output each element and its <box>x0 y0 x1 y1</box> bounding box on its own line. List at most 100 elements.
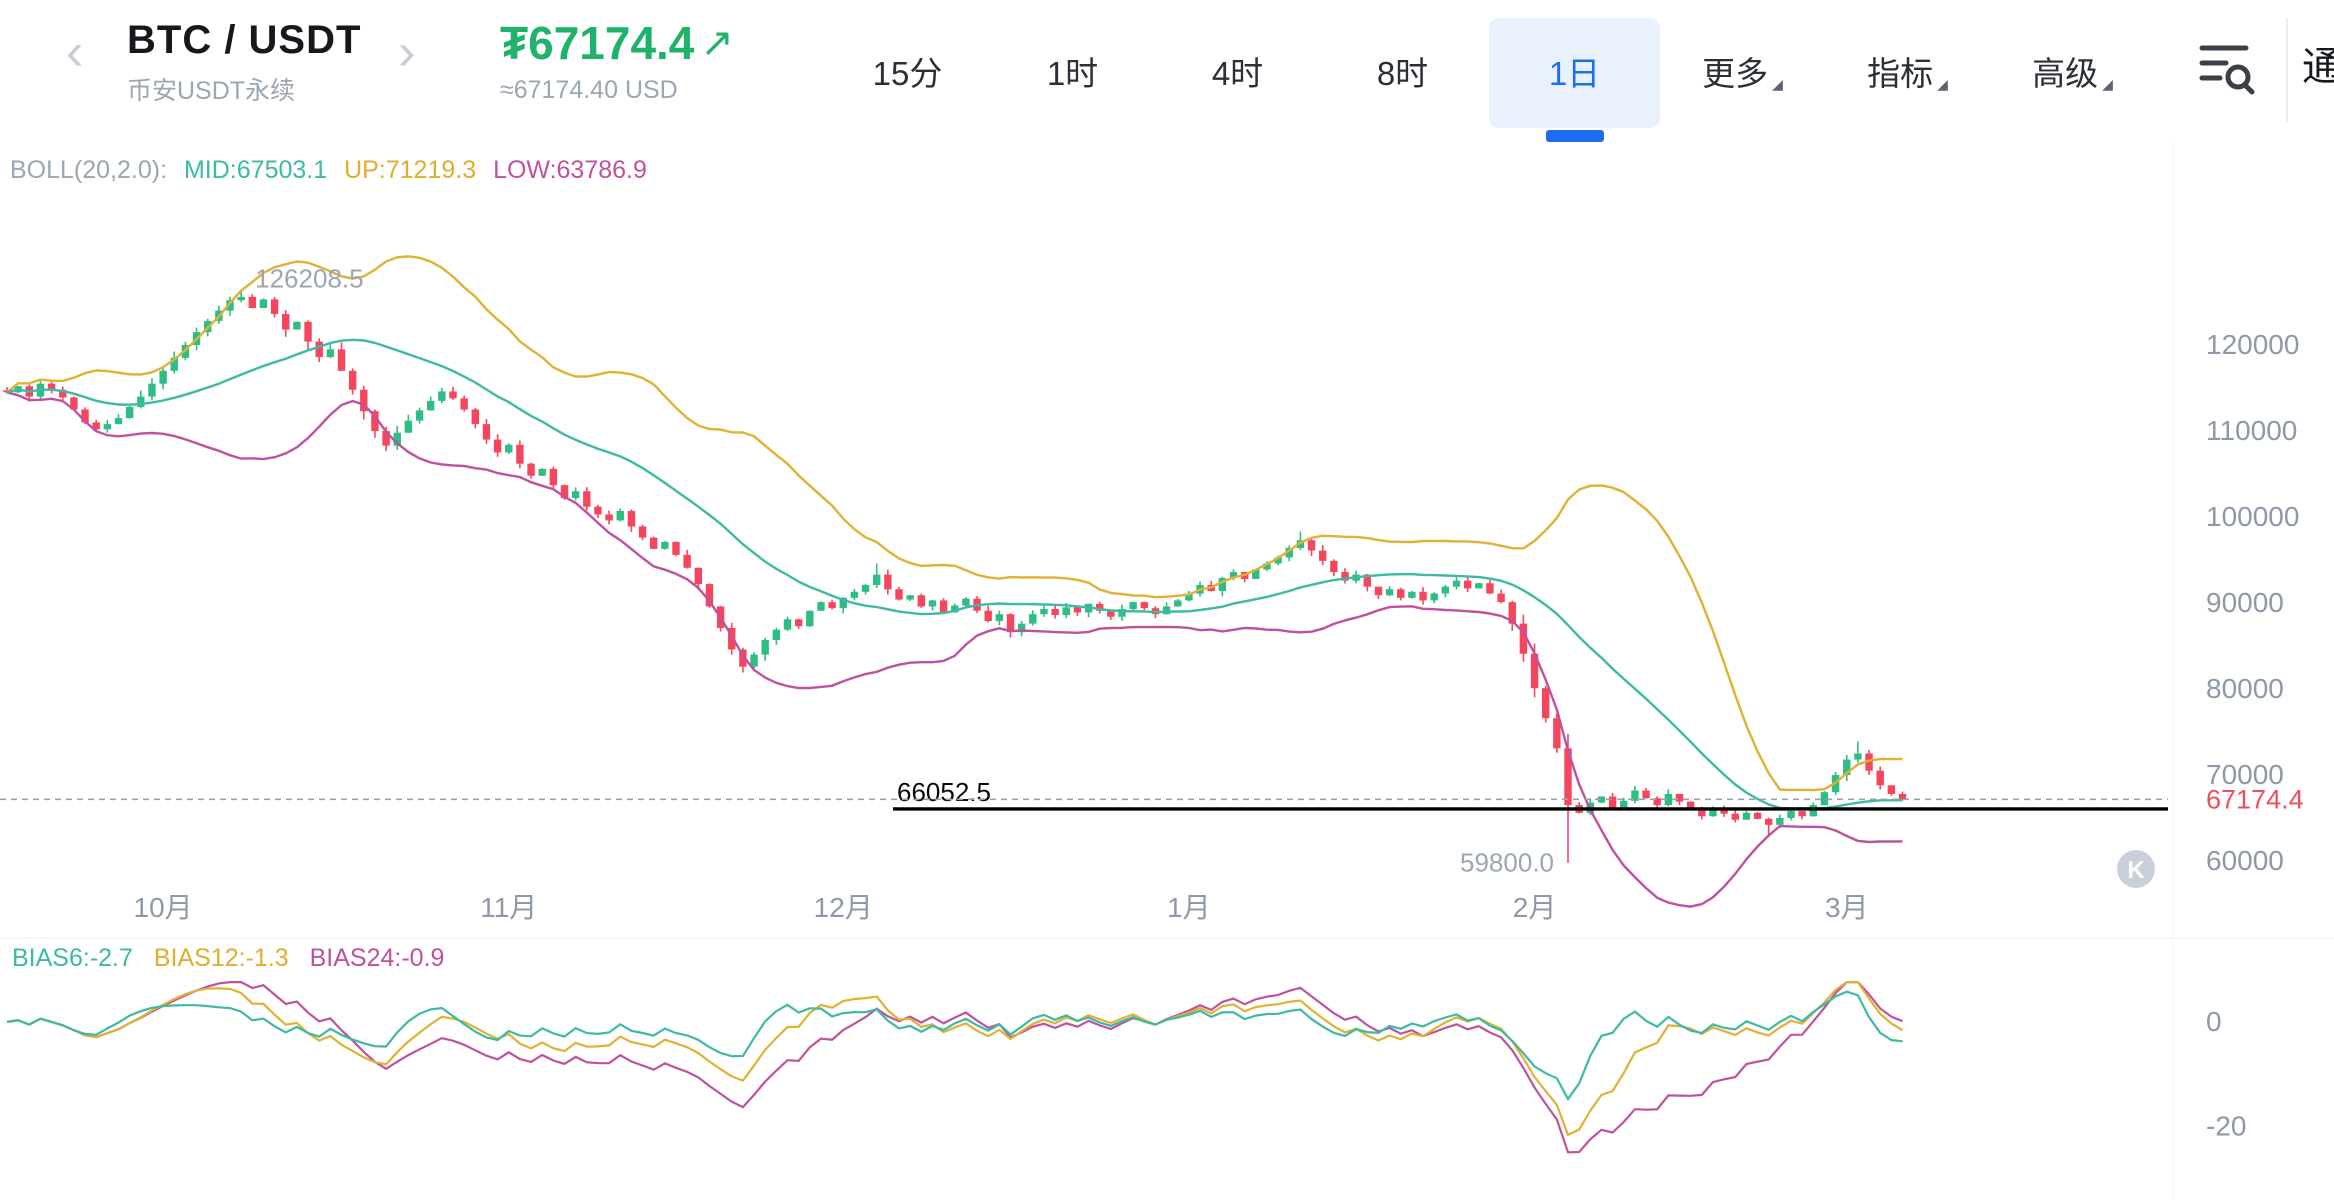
time-axis-label: 1月 <box>1167 892 1211 920</box>
price-up-arrow-icon: ↗ <box>700 21 734 65</box>
bias-axis-label: 0 <box>2206 1006 2222 1037</box>
candle-body <box>1675 793 1684 802</box>
candle-body <box>560 485 569 499</box>
boll-legend: BOLL(20,2.0): MID:67503.1 UP:71219.3 LOW… <box>10 156 657 185</box>
boll-lower-line <box>6 391 1903 908</box>
candle-body <box>761 639 769 655</box>
candle-body <box>1129 602 1137 610</box>
candle-body <box>951 605 959 613</box>
candle-body <box>1865 753 1873 771</box>
candle-body <box>694 567 702 585</box>
k-watermark-icon: K <box>2117 850 2155 888</box>
candle-body <box>1742 812 1751 820</box>
candle-body <box>1397 589 1405 598</box>
candle-body <box>705 584 714 607</box>
candle-body <box>549 468 558 486</box>
price-axis-label: 110000 <box>2206 415 2297 446</box>
candle-body <box>672 541 680 555</box>
menu-caret-icon: ◢ <box>2102 75 2113 92</box>
tab-label: 高级 <box>2032 55 2099 92</box>
chevron-right-icon[interactable]: › <box>398 23 416 81</box>
candle-body <box>1062 607 1070 616</box>
candle-body <box>360 389 368 412</box>
tab-label: 1时 <box>1046 55 1099 92</box>
menu-advanced[interactable]: 高级 ◢ <box>2010 0 2135 142</box>
candle-body <box>1564 748 1572 806</box>
candle-body <box>895 589 903 600</box>
symbol-title: BTC / USDT <box>127 18 362 62</box>
candle-body <box>739 649 747 667</box>
indicator-settings-icon[interactable] <box>2196 36 2256 96</box>
price-approx: ≈67174.40 USD <box>500 76 678 104</box>
candle-body <box>326 349 335 358</box>
candle-body <box>348 370 357 390</box>
candle-body <box>1698 809 1706 817</box>
candle-body <box>1218 578 1227 591</box>
tab-1h[interactable]: 1时 <box>1010 0 1135 142</box>
tab-1d[interactable]: 1日 <box>1489 0 1660 142</box>
candle-body <box>114 418 123 425</box>
price-axis-label: 80000 <box>2206 673 2284 704</box>
bias-legend: BIAS6:-2.7 BIAS12:-1.3 BIAS24:-0.9 <box>12 944 458 973</box>
candle-body <box>1374 586 1383 596</box>
candle-body <box>226 300 234 311</box>
main-chart-canvas[interactable]: 120000 110000 100000 90000 80000 70000 60000 10… <box>0 142 2334 920</box>
candle-body <box>605 514 613 521</box>
candle-body <box>1709 808 1717 817</box>
candle-body <box>850 591 859 598</box>
candle-body <box>750 654 758 667</box>
candle-body <box>817 602 825 611</box>
candle-body <box>248 296 256 309</box>
svg-text:K: K <box>2127 857 2145 884</box>
candle-body <box>1620 800 1628 808</box>
candle-body <box>137 396 145 407</box>
tab-4h[interactable]: 4时 <box>1175 0 1300 142</box>
candle-body <box>1017 623 1026 633</box>
time-axis-label: 12月 <box>814 892 873 920</box>
active-tab-underline <box>1545 130 1604 142</box>
right-clipped-menu[interactable]: 通 <box>2302 45 2334 89</box>
candle-body <box>337 349 346 371</box>
candle-body <box>873 574 881 585</box>
tab-15m[interactable]: 15分 <box>845 0 970 142</box>
candle-body <box>661 541 669 549</box>
candle-body <box>995 614 1004 622</box>
time-axis-label: 3月 <box>1825 892 1869 920</box>
tab-8h[interactable]: 8时 <box>1340 0 1465 142</box>
candle-body <box>1463 580 1472 589</box>
price-axis-label: 120000 <box>2206 329 2299 360</box>
candle-body <box>638 526 647 538</box>
last-price: ₮ 67174.4 ↗ <box>500 16 734 70</box>
bias12-line <box>6 980 1904 1137</box>
candle-body <box>1073 607 1082 613</box>
candle-body <box>1597 796 1606 803</box>
symbol-title-block[interactable]: BTC / USDT 币安USDT永续 <box>127 18 361 107</box>
candle-body <box>1307 540 1316 551</box>
menu-more[interactable]: 更多 ◢ <box>1680 0 1805 142</box>
candle-body <box>772 629 781 640</box>
candle-body <box>1229 572 1238 579</box>
bias-chart-canvas[interactable]: 0 -20 <box>0 980 2334 1200</box>
candle-body <box>962 598 970 606</box>
candle-body <box>650 537 658 549</box>
candle-body <box>92 422 100 430</box>
tab-label: 1日 <box>1548 55 1601 92</box>
candle-body <box>1686 801 1695 810</box>
high-price-marker: 126208.5 <box>255 264 363 294</box>
menu-indicators[interactable]: 指标 ◢ <box>1845 0 1970 142</box>
candle-body <box>315 341 323 358</box>
candle-body <box>527 463 535 476</box>
candle-body <box>1631 790 1639 801</box>
candle-body <box>1118 609 1126 617</box>
bias6-line <box>6 990 1903 1102</box>
candle-body <box>1820 792 1829 806</box>
candle-body <box>1363 574 1371 587</box>
chevron-left-icon[interactable]: ‹ <box>66 23 84 81</box>
bias6-value: BIAS6:-2.7 <box>12 944 133 972</box>
candle-body <box>1162 606 1171 615</box>
candle-body <box>1252 569 1260 579</box>
time-axis-label: 10月 <box>134 892 193 920</box>
candle-body <box>1029 614 1037 624</box>
candle-body <box>1787 811 1795 818</box>
